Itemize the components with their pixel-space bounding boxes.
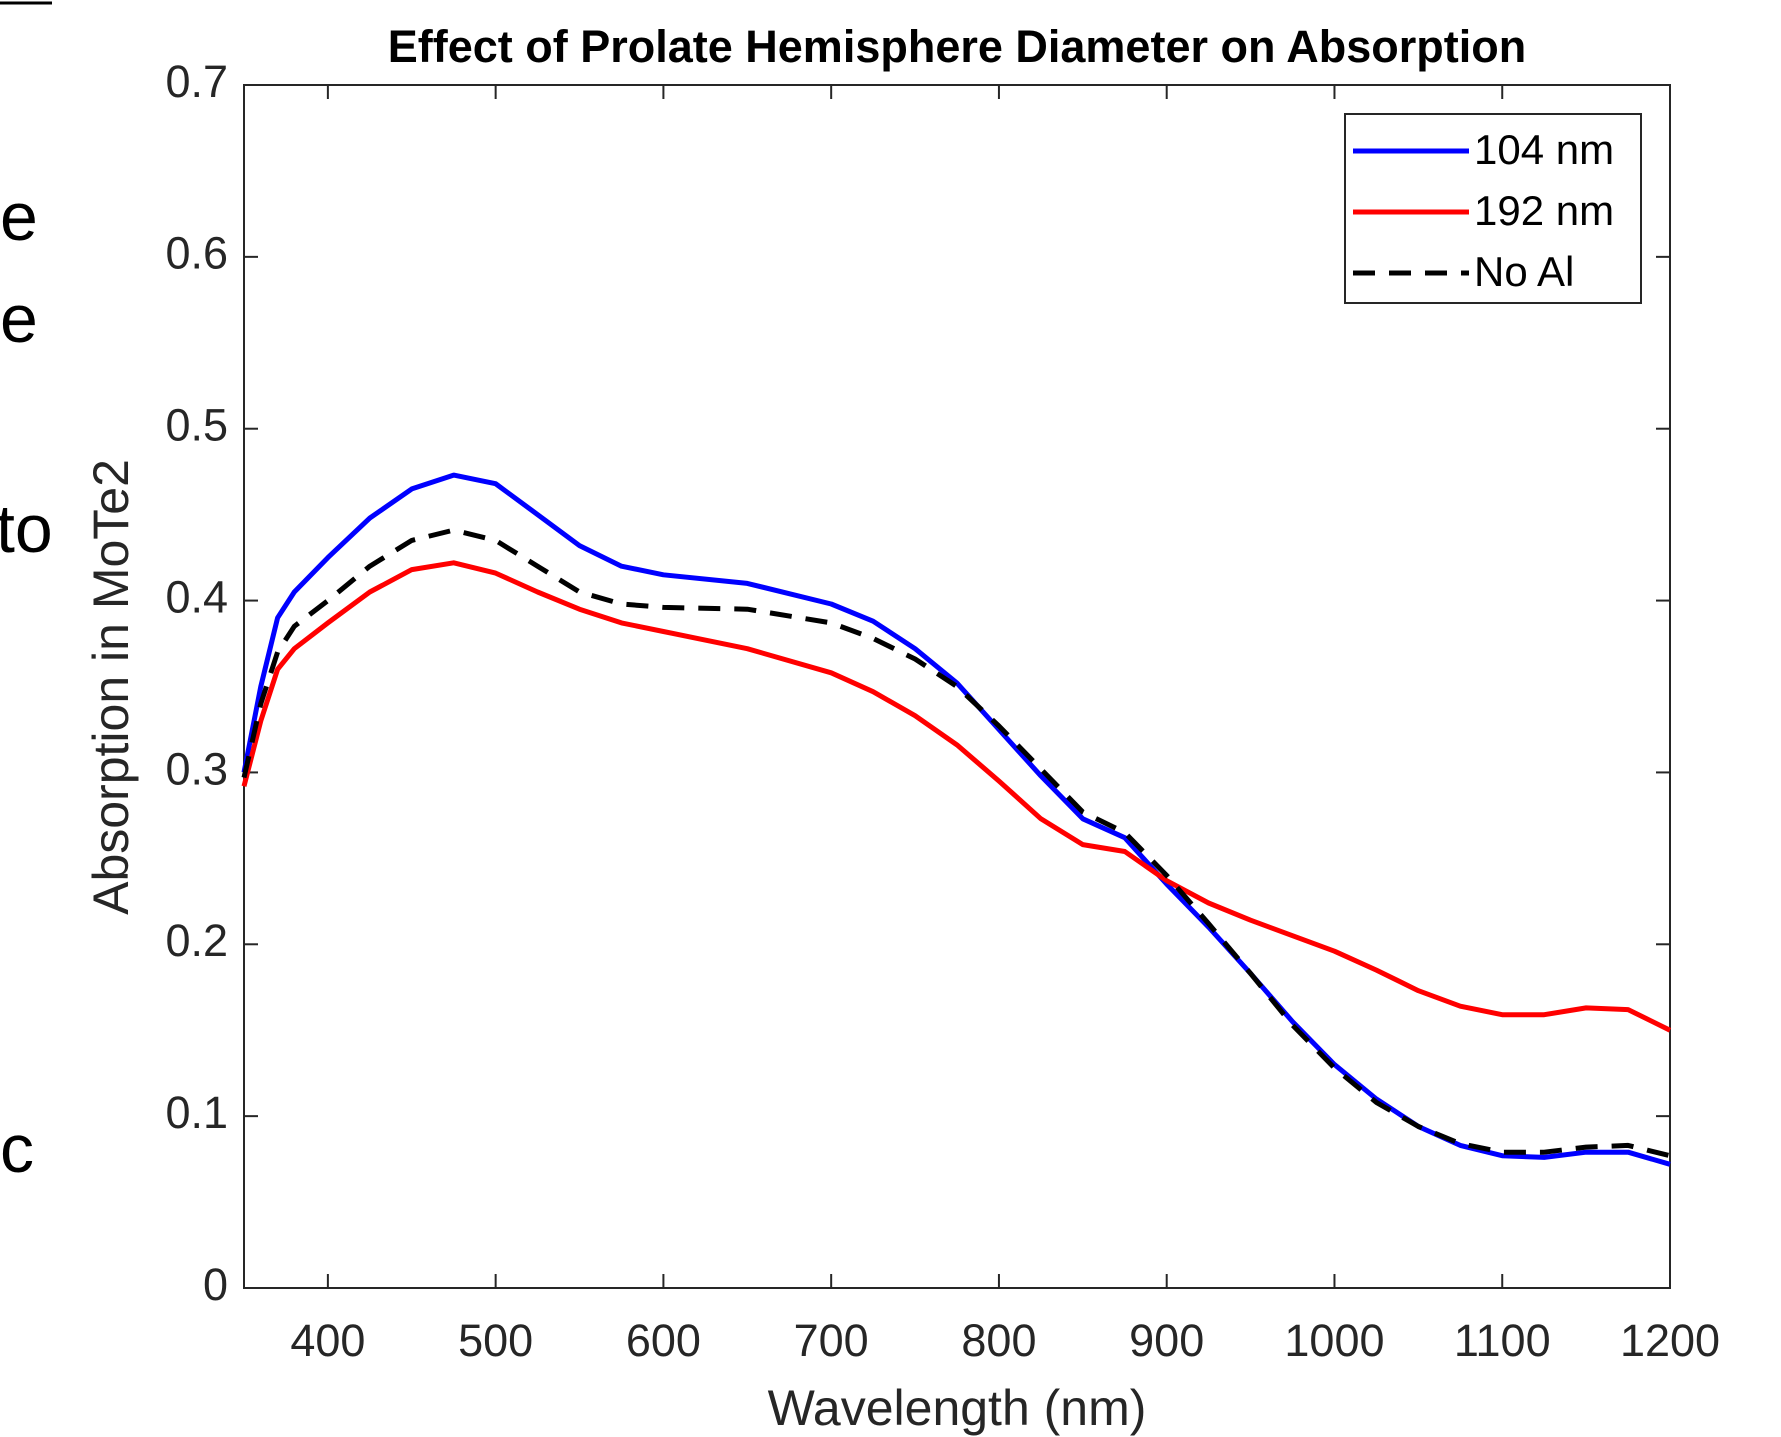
y-tick-label: 0.5 [165, 400, 228, 451]
x-tick-label: 700 [794, 1315, 869, 1366]
x-tick-label: 500 [458, 1315, 533, 1366]
x-tick-label: 1200 [1620, 1315, 1720, 1366]
y-tick-label: 0.4 [165, 571, 228, 622]
legend-label: 104 nm [1474, 126, 1614, 173]
legend-label: 192 nm [1474, 187, 1614, 234]
y-tick-label: 0 [203, 1259, 228, 1310]
series-line [241, 560, 1672, 1033]
side-text: c [0, 1111, 34, 1187]
side-text: e [0, 179, 38, 255]
x-tick-label: 400 [290, 1315, 365, 1366]
side-text: e [0, 281, 38, 357]
series-line [241, 527, 1671, 1159]
series-line [241, 472, 1671, 1167]
side-text: to [0, 491, 53, 567]
y-tick-label: 0.3 [165, 743, 228, 794]
x-tick-label: 1000 [1284, 1315, 1384, 1366]
y-tick-label: 0.6 [165, 228, 228, 279]
x-tick-label: 900 [1129, 1315, 1204, 1366]
x-tick-label: 800 [961, 1315, 1036, 1366]
plot-frame [243, 84, 1671, 1289]
legend-label: No Al [1474, 248, 1574, 295]
y-tick-label: 0.7 [165, 56, 228, 107]
y-axis-label: Absorption in MoTe2 [83, 459, 139, 915]
chart-title: Effect of Prolate Hemisphere Diameter on… [388, 21, 1527, 72]
y-tick-label: 0.1 [165, 1087, 228, 1138]
x-tick-label: 1100 [1454, 1315, 1551, 1366]
y-tick-label: 0.2 [165, 915, 228, 966]
x-axis-label: Wavelength (nm) [768, 1380, 1147, 1436]
x-tick-label: 600 [626, 1315, 701, 1366]
